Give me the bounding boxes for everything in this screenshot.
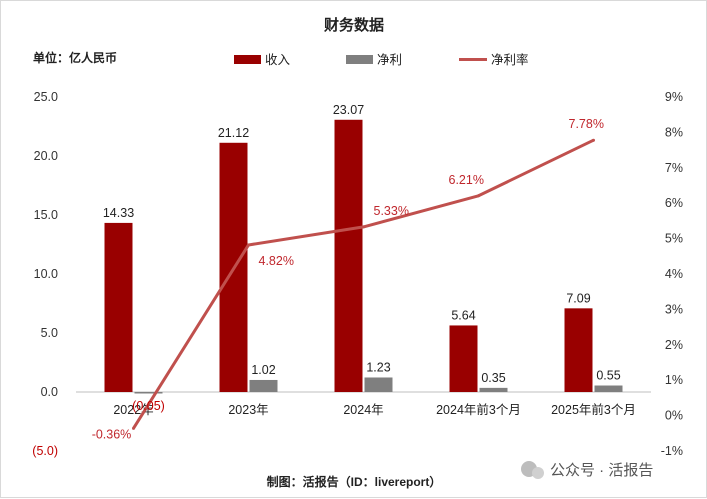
left-tick-label: 15.0: [34, 208, 58, 222]
right-tick-label: 0%: [665, 409, 683, 423]
revenue-bar: [334, 119, 363, 393]
right-tick-label: 2%: [665, 338, 683, 352]
value-labels: 14.33 (0.05) 21.12 1.02 23.07 1.23 5.64 0.35 7.0…: [92, 103, 621, 442]
right-tick-label: 1%: [665, 373, 683, 387]
right-tick-label: 4%: [665, 267, 683, 281]
net-margin-value-label: 7.78%: [569, 117, 604, 131]
revenue-value-label: 21.12: [218, 126, 249, 140]
unit-label: 单位：亿人民币: [33, 50, 117, 65]
right-tick-label: 5%: [665, 232, 683, 246]
right-tick-label: 8%: [665, 125, 683, 139]
legend-revenue-label: 收入: [265, 53, 291, 67]
net-margin-point: [362, 225, 365, 229]
revenue-value-label: 23.07: [333, 103, 364, 117]
legend-net-profit-swatch: [346, 55, 373, 64]
net-profit-bar: [594, 385, 623, 392]
left-axis: (5.0) 0.0 5.0 10.0 15.0 20.0 25.0: [32, 90, 58, 458]
legend: 收入 净利 净利率: [234, 52, 529, 67]
watermark-text: 公众号 · 活报告: [550, 462, 653, 479]
net-profit-value-label: 0.35: [481, 371, 505, 385]
right-tick-label: 9%: [665, 90, 683, 104]
revenue-bar: [104, 222, 133, 392]
bars-group: [104, 119, 623, 394]
net-profit-value-label: 1.23: [366, 360, 390, 374]
net-margin-line-group: [132, 138, 595, 430]
right-tick-label: 6%: [665, 196, 683, 210]
net-profit-bar: [134, 392, 163, 394]
left-tick-label: 10.0: [34, 267, 58, 281]
net-profit-value-label: (0.05): [132, 399, 165, 413]
net-profit-bar: [364, 377, 393, 392]
category-label: 2024年: [343, 403, 383, 417]
revenue-value-label: 14.33: [103, 206, 134, 220]
category-label: 2025年前3个月: [551, 402, 636, 417]
left-tick-label: 0.0: [41, 385, 58, 399]
net-margin-value-label: 6.21%: [449, 173, 484, 187]
left-tick-label: 25.0: [34, 90, 58, 104]
net-margin-point: [477, 194, 480, 198]
net-profit-value-label: 1.02: [251, 363, 275, 377]
legend-margin-label: 净利率: [491, 52, 529, 67]
net-margin-point: [592, 138, 595, 142]
net-profit-bar: [479, 387, 508, 392]
left-tick-label: 5.0: [41, 326, 58, 340]
right-tick-label: 7%: [665, 161, 683, 175]
net-margin-value-label: 5.33%: [374, 204, 409, 218]
watermark: 公众号 · 活报告: [521, 461, 653, 479]
net-margin-point: [132, 426, 135, 430]
net-margin-value-label: 4.82%: [259, 254, 294, 268]
left-tick-label: 20.0: [34, 149, 58, 163]
net-margin-point: [247, 243, 250, 247]
legend-net-profit-label: 净利: [377, 53, 402, 67]
right-tick-label: 3%: [665, 302, 683, 316]
legend-revenue-swatch: [234, 55, 261, 64]
revenue-bar: [564, 308, 593, 392]
category-label: 2023年: [228, 403, 268, 417]
net-margin-value-label: -0.36%: [92, 427, 132, 441]
source-note: 制图：活报告（ID：livereport）: [267, 474, 442, 489]
category-labels: 2022年 2023年 2024年 2024年前3个月 2025年前3个月: [113, 402, 636, 417]
category-label: 2024年前3个月: [436, 402, 521, 417]
right-tick-label: -1%: [661, 444, 683, 458]
wechat-icon-bubble: [532, 467, 544, 479]
net-profit-bar: [249, 379, 278, 392]
revenue-bar: [449, 325, 478, 392]
left-tick-label: (5.0): [32, 444, 58, 458]
revenue-value-label: 7.09: [566, 291, 590, 305]
chart-title: 财务数据: [324, 16, 384, 34]
net-margin-line: [132, 138, 595, 430]
net-profit-value-label: 0.55: [596, 369, 620, 383]
revenue-value-label: 5.64: [451, 308, 475, 322]
right-axis: -1% 0% 1% 2% 3% 4% 5% 6% 7% 8% 9%: [661, 90, 683, 458]
